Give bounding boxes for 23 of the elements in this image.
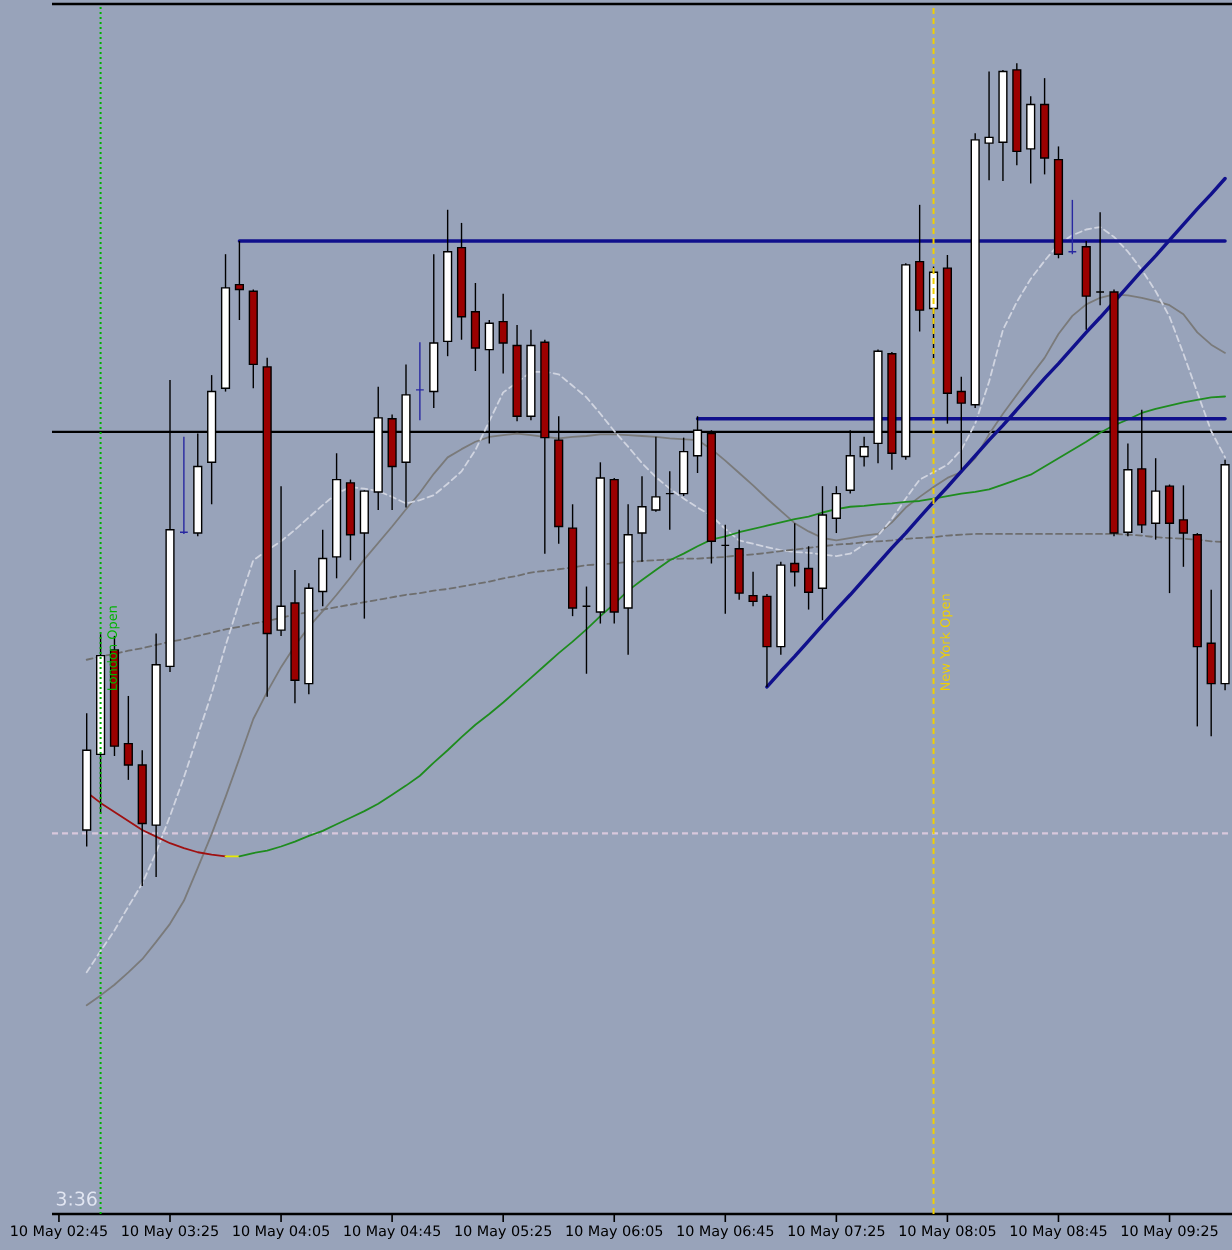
candlestick [804,545,814,611]
candlestick [790,522,800,588]
candlestick [498,292,508,375]
candlestick [234,240,244,321]
text: 3:36 [56,1191,97,1206]
candlestick [984,70,994,181]
candlestick [734,529,744,601]
candlestick [748,571,758,607]
candlestick [859,436,869,468]
candlestick [637,475,647,563]
candlestick [679,436,689,497]
candlestick [276,485,286,637]
candlestick [1026,95,1036,185]
candlestick [359,489,369,620]
candlestick [1164,483,1175,594]
candlestick [1206,589,1216,737]
candlestick [470,282,480,372]
candlestick [123,695,133,781]
candlestick [1178,484,1188,568]
candlestick [831,485,841,534]
candlestick [318,529,328,607]
candlestick [1151,457,1161,541]
candlestick [651,436,661,513]
